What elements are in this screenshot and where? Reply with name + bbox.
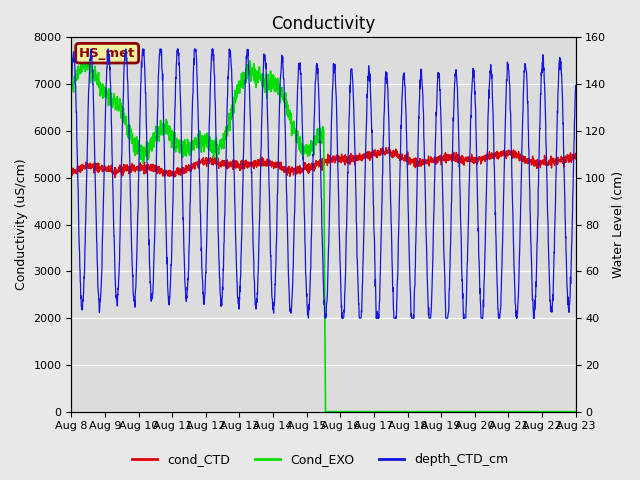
Y-axis label: Conductivity (uS/cm): Conductivity (uS/cm)	[15, 159, 28, 290]
Y-axis label: Water Level (cm): Water Level (cm)	[612, 171, 625, 278]
Text: HS_met: HS_met	[79, 47, 135, 60]
Title: Conductivity: Conductivity	[271, 15, 376, 33]
Legend: cond_CTD, Cond_EXO, depth_CTD_cm: cond_CTD, Cond_EXO, depth_CTD_cm	[127, 448, 513, 471]
